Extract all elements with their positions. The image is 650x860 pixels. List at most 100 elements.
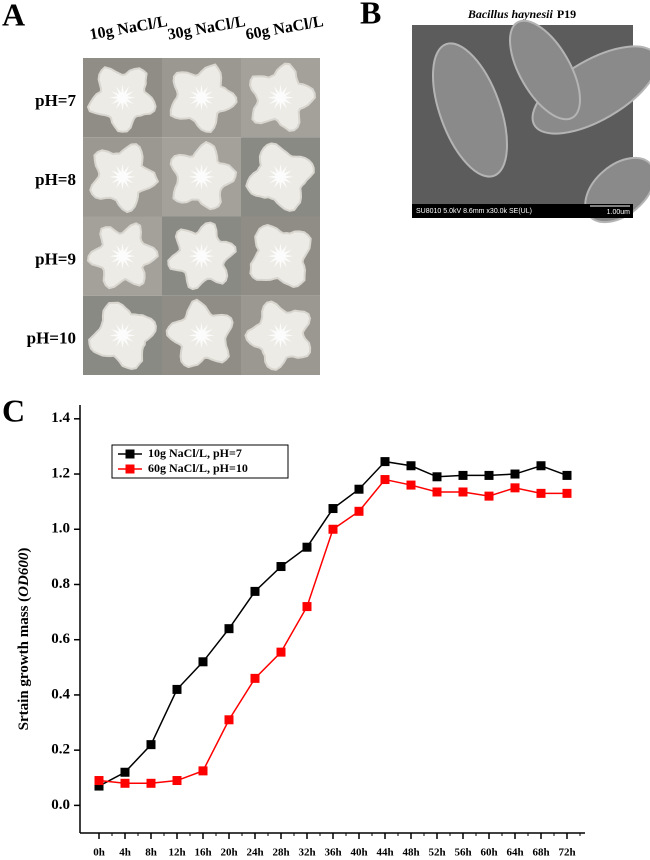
colony-center: [109, 84, 136, 111]
data-point: [432, 487, 442, 497]
row-label: pH=7: [35, 91, 76, 110]
data-point: [198, 657, 208, 667]
x-tick-label: 36h: [324, 847, 341, 859]
x-tick-label: 12h: [168, 847, 185, 859]
y-tick-label: 0.8: [51, 576, 70, 592]
sem-scale: 1.00um: [607, 209, 631, 216]
x-tick-label: 20h: [220, 847, 237, 859]
data-point: [302, 542, 312, 552]
panel-label: C: [2, 392, 25, 428]
y-tick-label: 0.2: [51, 742, 70, 758]
data-point: [458, 470, 468, 480]
data-point: [250, 673, 260, 683]
data-point: [120, 767, 130, 777]
colony-center: [267, 243, 294, 270]
data-point: [172, 684, 182, 694]
data-point: [328, 524, 338, 534]
colony-center: [188, 84, 215, 111]
x-tick-label: 52h: [428, 847, 445, 859]
y-tick-label: 0.0: [51, 797, 70, 813]
data-point: [302, 602, 312, 612]
colony-center: [188, 322, 215, 349]
data-point: [198, 766, 208, 776]
legend-box: [111, 444, 289, 479]
data-point: [94, 776, 104, 786]
data-point: [250, 586, 260, 596]
data-point: [380, 475, 390, 485]
x-tick-label: 56h: [454, 847, 471, 859]
colony-center: [188, 243, 215, 270]
data-point: [224, 624, 234, 634]
column-header: 10g NaCl/L: [88, 13, 168, 43]
bacterium: [432, 42, 508, 178]
legend-marker: [125, 449, 135, 459]
data-point: [328, 504, 338, 514]
colony-center: [188, 163, 215, 190]
data-point: [354, 484, 364, 494]
legend-label: 60g NaCl/L, pH=10: [148, 461, 248, 475]
y-axis-label: Srtain growth mass (OD600): [16, 548, 32, 731]
row-label: pH=10: [27, 329, 76, 348]
x-tick-label: 72h: [558, 847, 575, 859]
data-point: [536, 461, 546, 471]
data-point: [380, 457, 390, 467]
x-tick-label: 68h: [532, 847, 549, 859]
colony-center: [267, 84, 294, 111]
y-tick-label: 0.4: [51, 686, 70, 702]
data-point: [276, 647, 286, 657]
data-point: [146, 740, 156, 750]
data-point: [484, 491, 494, 501]
data-point: [536, 488, 546, 498]
y-axis-label-part: ): [16, 548, 32, 553]
data-point: [458, 487, 468, 497]
data-point: [172, 776, 182, 786]
panel-label: A: [2, 0, 25, 32]
colony-center: [109, 322, 136, 349]
row-label: pH=8: [35, 170, 76, 189]
sem-title-strain: P19: [557, 7, 576, 21]
legend-label: 10g NaCl/L, pH=7: [148, 446, 242, 460]
column-header: 60g NaCl/L: [244, 13, 324, 43]
x-tick-label: 28h: [272, 847, 289, 859]
panel-label: B: [360, 0, 381, 30]
y-tick-label: 1.0: [51, 521, 70, 537]
y-axis-label-part: OD600: [16, 552, 32, 597]
x-tick-label: 4h: [119, 847, 131, 859]
data-point: [510, 483, 520, 493]
y-tick-label: 1.2: [51, 465, 70, 481]
x-tick-label: 0h: [93, 847, 105, 859]
x-tick-label: 64h: [506, 847, 523, 859]
colony-center: [109, 163, 136, 190]
y-axis-label-part: Srtain growth mass (: [16, 597, 32, 730]
data-point: [354, 506, 364, 516]
data-point: [562, 470, 572, 480]
legend-marker: [125, 464, 135, 474]
x-tick-label: 32h: [298, 847, 315, 859]
x-tick-label: 48h: [402, 847, 419, 859]
data-point: [146, 778, 156, 788]
x-tick-label: 24h: [246, 847, 263, 859]
x-tick-label: 16h: [194, 847, 211, 859]
sem-title-species: Bacillus haynesii: [467, 7, 554, 21]
data-point: [562, 488, 572, 498]
data-point: [94, 781, 104, 791]
data-point: [484, 470, 494, 480]
data-point: [224, 715, 234, 725]
sem-caption: SU8010 5.0kV 8.6mm x30.0k SE(UL): [416, 208, 532, 215]
bacterium: [509, 19, 581, 121]
x-tick-label: 60h: [480, 847, 497, 859]
x-tick-label: 8h: [145, 847, 157, 859]
column-header: 30g NaCl/L: [166, 13, 246, 43]
data-point: [120, 778, 130, 788]
data-point: [432, 472, 442, 482]
x-tick-label: 44h: [376, 847, 393, 859]
sem-title: Bacillus haynesii P19: [467, 7, 576, 21]
x-tick-label: 40h: [350, 847, 367, 859]
colony-center: [109, 243, 136, 270]
y-tick-label: 0.6: [51, 631, 70, 647]
data-point: [276, 562, 286, 572]
colony-center: [267, 163, 294, 190]
row-label: pH=9: [35, 249, 76, 268]
